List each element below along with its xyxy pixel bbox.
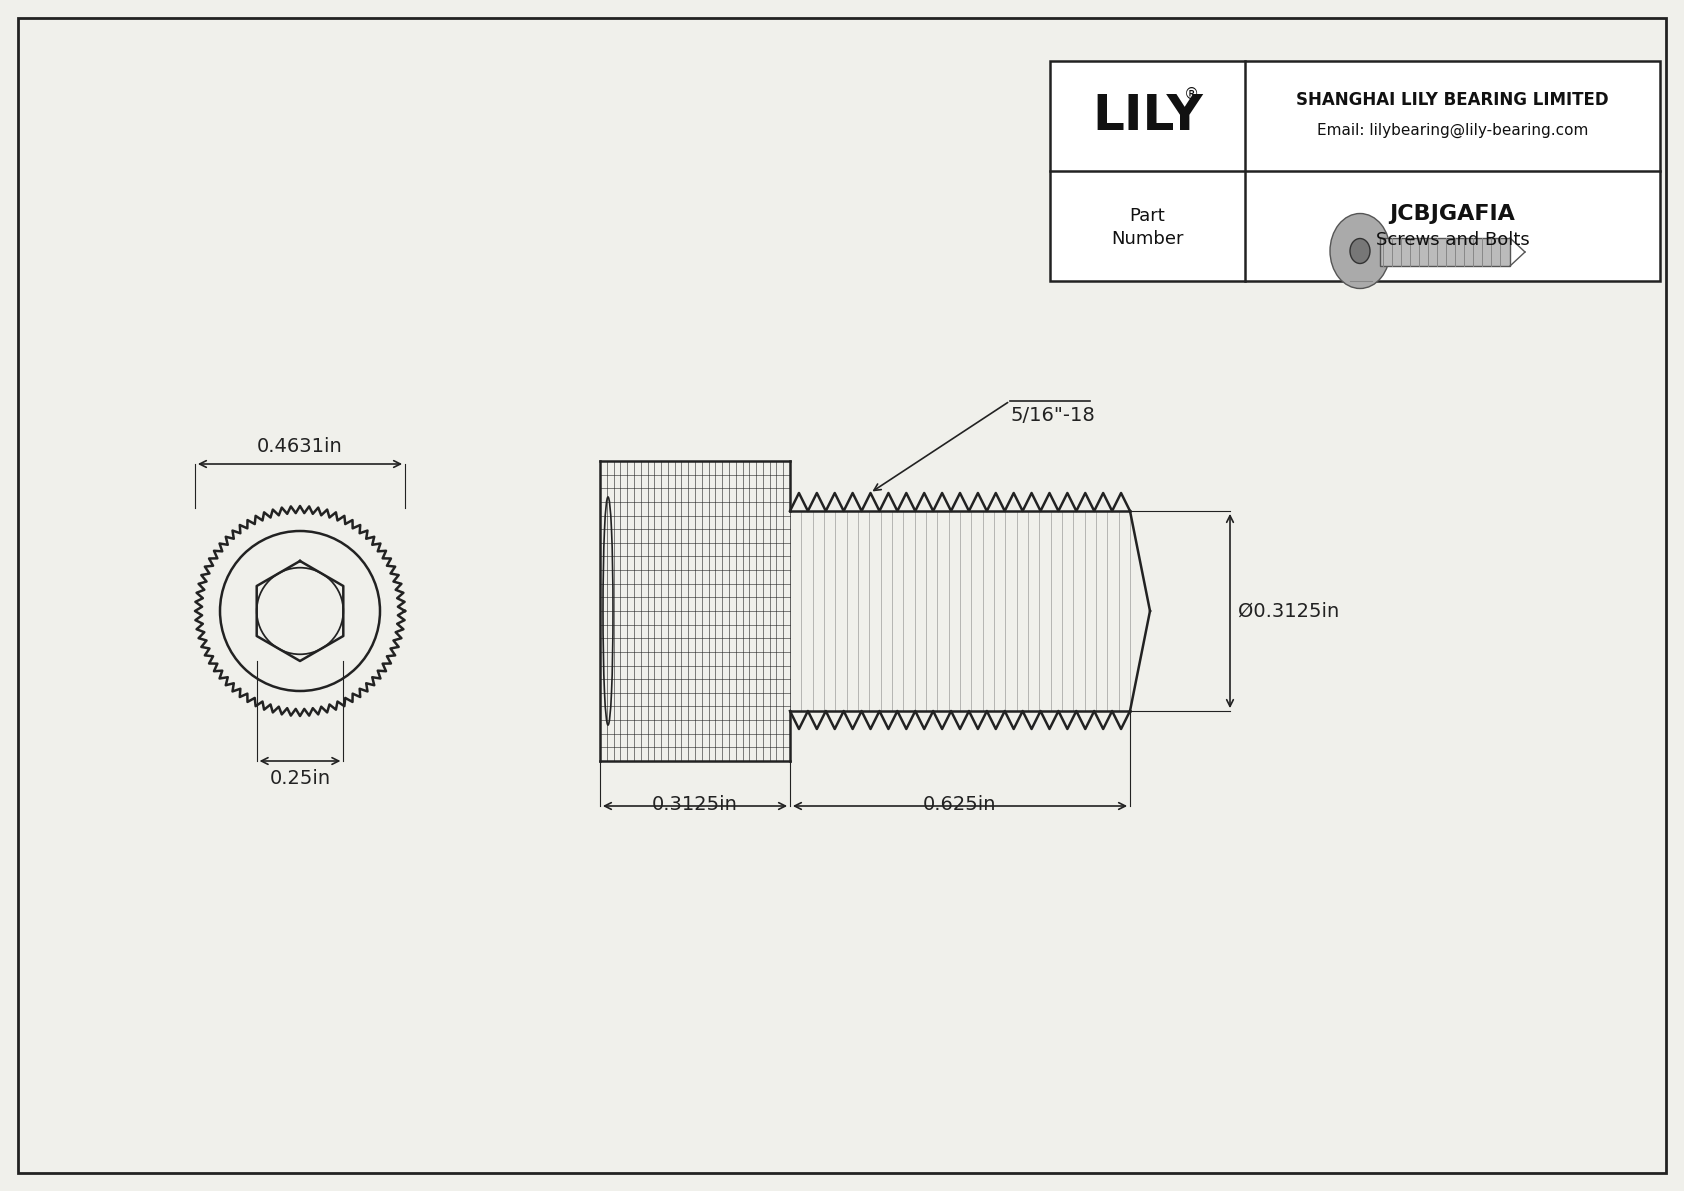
Text: ®: ®	[1184, 87, 1199, 101]
Text: Ø0.3125in: Ø0.3125in	[1238, 601, 1339, 621]
Text: Number: Number	[1111, 230, 1184, 248]
Text: LILY: LILY	[1093, 92, 1202, 141]
Text: Email: lilybearing@lily-bearing.com: Email: lilybearing@lily-bearing.com	[1317, 123, 1588, 138]
Text: SHANGHAI LILY BEARING LIMITED: SHANGHAI LILY BEARING LIMITED	[1297, 91, 1608, 110]
Text: 5/16"-18: 5/16"-18	[1010, 406, 1095, 425]
Text: JCBJGAFIA: JCBJGAFIA	[1389, 204, 1516, 224]
Text: 0.4631in: 0.4631in	[258, 437, 344, 456]
Text: 0.625in: 0.625in	[923, 796, 997, 813]
Ellipse shape	[1330, 213, 1389, 288]
Text: 0.3125in: 0.3125in	[652, 796, 738, 813]
Bar	[1051, 61, 1660, 281]
Text: 0.25in: 0.25in	[269, 769, 330, 788]
Ellipse shape	[1351, 238, 1371, 263]
Bar	[1379, 238, 1511, 266]
Text: Part: Part	[1130, 207, 1165, 225]
Text: Screws and Bolts: Screws and Bolts	[1376, 231, 1529, 249]
